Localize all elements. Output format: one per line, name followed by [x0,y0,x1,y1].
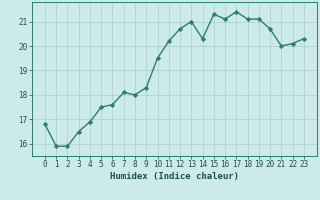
X-axis label: Humidex (Indice chaleur): Humidex (Indice chaleur) [110,172,239,181]
